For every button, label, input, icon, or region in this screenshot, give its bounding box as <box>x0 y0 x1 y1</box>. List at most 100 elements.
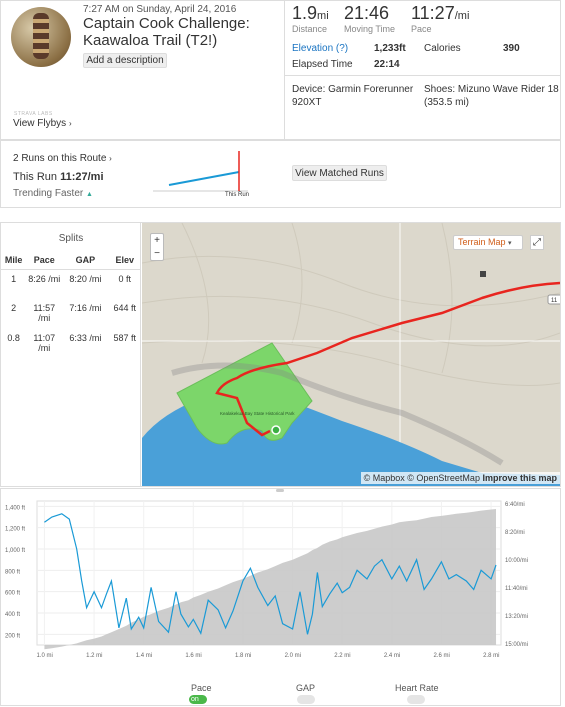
view-flybys-label: View Flybys <box>13 118 67 129</box>
calories-value: 390 <box>503 43 520 54</box>
chart-toggles: Pace on GAP Heart Rate <box>1 683 560 707</box>
split-gap: 8:20 /mi <box>69 273 102 284</box>
state-park-area <box>176 342 313 445</box>
attribution-text[interactable]: © Mapbox © OpenStreetMap <box>363 473 480 483</box>
y2-tick-label: 8:20/mi <box>505 530 525 536</box>
sparkline-label: This Run <box>225 192 250 198</box>
x-tick-label: 1.4 mi <box>136 653 152 659</box>
x-tick-label: 2.4 mi <box>384 653 400 659</box>
pace-unit: /mi <box>454 10 470 22</box>
activity-title: Captain Cook Challenge: Kaawaloa Trail (… <box>83 15 250 49</box>
heart-rate-toggle-label: Heart Rate <box>395 683 439 693</box>
distance-stat: 1.9mi Distance <box>292 3 329 34</box>
divider <box>284 75 561 76</box>
y2-tick-label: 13:20/mi <box>505 614 528 620</box>
divider <box>284 1 285 141</box>
gap-toggle[interactable] <box>297 695 315 704</box>
zoom-in-button[interactable]: + <box>154 235 160 246</box>
x-tick-label: 2.0 mi <box>285 653 301 659</box>
split-pace: 11:07 /mi <box>33 333 56 353</box>
expand-icon[interactable]: ⤢ <box>530 235 544 250</box>
terrain-map-dropdown[interactable]: Terrain Map ▾ <box>453 235 523 250</box>
y2-tick-label: 6:40/mi <box>505 502 525 508</box>
y-tick-label: 1,400 ft <box>5 505 25 511</box>
chevron-right-icon: › <box>68 119 72 128</box>
split-mile: 0.8 <box>7 333 20 343</box>
park-label: Kealakekua Bay State Historical Park <box>220 411 295 416</box>
table-row[interactable]: 0.8 11:07 /mi 6:33 /mi 587 ft <box>1 329 141 359</box>
terrain-map-label: Terrain Map <box>458 237 506 247</box>
runs-on-route-link[interactable]: 2 Runs on this Route › <box>13 153 112 164</box>
this-run-label: This Run <box>13 171 58 183</box>
strava-labs-label: STRAVA LABS <box>14 111 53 117</box>
device-info: Device: Garmin Forerunner 920XT <box>292 84 414 108</box>
split-pace: 11:57 /mi <box>33 303 56 323</box>
x-tick-label: 1.8 mi <box>235 653 251 659</box>
splits-header: Mile <box>1 251 27 270</box>
distance-unit: mi <box>317 10 329 22</box>
splits-header: GAP <box>62 251 109 270</box>
y-tick-label: 1,000 ft <box>5 548 25 554</box>
y-tick-label: 600 ft <box>5 591 20 597</box>
route-line <box>215 281 560 437</box>
athlete-avatar[interactable] <box>11 7 71 67</box>
gap-toggle-label: GAP <box>296 683 316 693</box>
activity-date: 7:27 AM on Sunday, April 24, 2016 <box>83 4 237 15</box>
splits-header: Elev <box>108 251 141 270</box>
moving-time-stat: 21:46 Moving Time <box>344 3 395 34</box>
distance-value: 1.9 <box>292 3 318 23</box>
road-number: 11 <box>551 298 558 304</box>
split-gap: 6:33 /mi <box>69 333 102 343</box>
route-end-marker[interactable] <box>480 271 486 277</box>
y2-tick-label: 15:00/mi <box>505 642 528 648</box>
x-tick-label: 1.0 mi <box>36 653 52 659</box>
x-tick-label: 2.2 mi <box>334 653 350 659</box>
split-elev: 587 ft <box>113 333 136 343</box>
trend-label: Trending Faster <box>13 188 84 199</box>
elapsed-time-label: Elapsed Time <box>292 59 353 70</box>
activity-summary: 7:27 AM on Sunday, April 24, 2016 Captai… <box>0 0 561 141</box>
matched-runs-panel: 2 Runs on this Route › This Run 11:27/mi… <box>0 140 561 208</box>
trend-status: Trending Faster ▲ <box>13 188 93 199</box>
map-attribution: © Mapbox © OpenStreetMap Improve this ma… <box>360 472 560 484</box>
split-mile: 1 <box>11 273 17 284</box>
pace-toggle[interactable]: on <box>189 695 207 704</box>
sparkline-trend <box>168 171 240 186</box>
this-run-pace: 11:27/mi <box>60 171 104 183</box>
calories-label: Calories <box>424 43 461 54</box>
elevation-help-link[interactable]: Elevation (?) <box>292 43 349 54</box>
heart-rate-toggle[interactable] <box>407 695 425 704</box>
road-shield <box>547 294 560 305</box>
drag-handle[interactable] <box>276 489 284 492</box>
table-row[interactable]: 2 11:57 /mi 7:16 /mi 644 ft <box>1 299 141 329</box>
shoes-info: Shoes: Mizuno Wave Rider 18 (353.5 mi) <box>424 84 559 108</box>
table-row[interactable]: 1 8:26 /mi 8:20 /mi 0 ft <box>1 269 141 299</box>
splits-table: Mile Pace GAP Elev 1 8:26 /mi 8:20 /mi 0… <box>1 251 141 359</box>
splits-header-row: Mile Pace GAP Elev <box>1 251 141 270</box>
add-description-button[interactable]: Add a description <box>83 53 167 68</box>
y2-tick-label: 11:40/mi <box>505 586 528 592</box>
pace-elevation-chart[interactable]: 1,400 ft 1,200 ft 1,000 ft 800 ft 600 ft 400 … <box>1 495 560 665</box>
pace-value: 11:27 <box>411 3 455 23</box>
elevation-value: 1,233ft <box>374 43 406 54</box>
route-sparkline <box>153 151 248 192</box>
caret-down-icon: ▾ <box>508 240 512 247</box>
splits-header: Pace <box>26 251 63 270</box>
route-map[interactable]: 11 Kealakekua Bay State Historical Park … <box>142 223 560 486</box>
chevron-right-icon: › <box>109 154 112 163</box>
splits-title: Splits <box>58 233 84 244</box>
analysis-chart-panel: 1,400 ft 1,200 ft 1,000 ft 800 ft 600 ft 400 … <box>0 488 561 706</box>
improve-map-link[interactable]: Improve this map <box>482 473 557 483</box>
moving-time-label: Moving Time <box>344 24 396 34</box>
y-tick-label: 400 ft <box>5 612 20 618</box>
y-tick-label: 200 ft <box>5 633 20 639</box>
x-tick-label: 1.6 mi <box>185 653 201 659</box>
view-flybys-link[interactable]: View Flybys › <box>13 118 72 129</box>
zoom-out-button[interactable]: − <box>154 248 160 259</box>
split-elev: 0 ft <box>118 273 131 284</box>
distance-label: Distance <box>292 24 328 34</box>
view-matched-runs-button[interactable]: View Matched Runs <box>292 165 387 181</box>
route-start-marker[interactable] <box>271 425 281 435</box>
split-elev: 644 ft <box>113 303 136 313</box>
split-pace: 8:26 /mi <box>28 273 61 284</box>
